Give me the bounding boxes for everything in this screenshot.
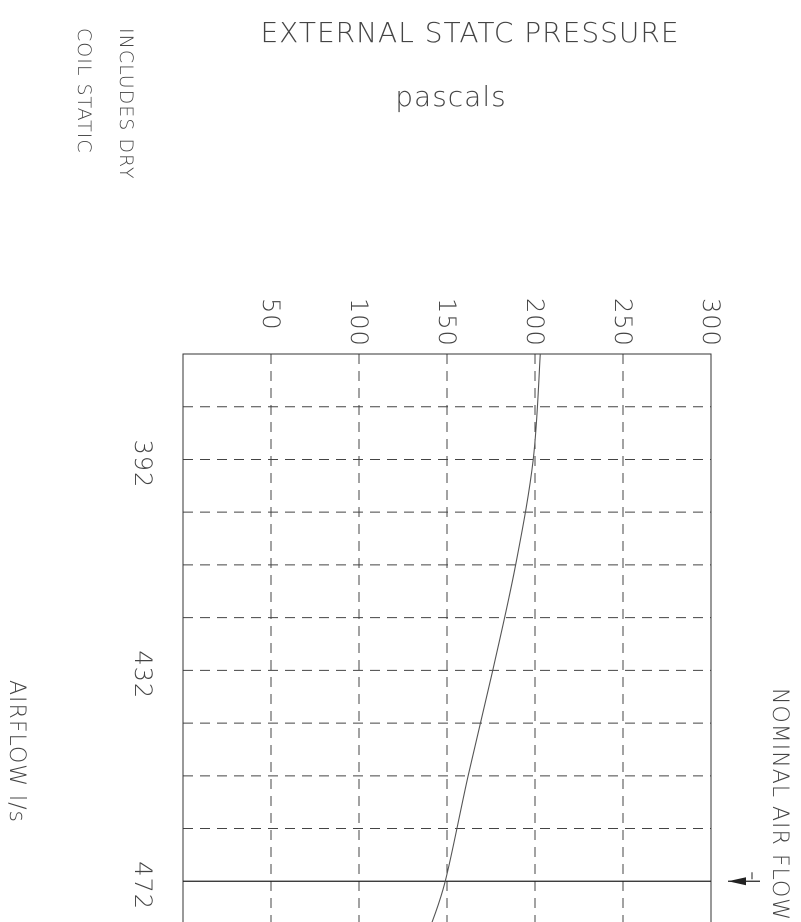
pressure-tick-label: 250 [609, 298, 637, 347]
airflow-tick-label: 432 [129, 650, 157, 699]
pressure-tick-label: 50 [257, 298, 285, 331]
pressure-tick-label: 300 [697, 298, 725, 347]
pressure-tick-labels: 50 100 150 200 250 300 [257, 298, 725, 347]
chart-subtitle: pascals [395, 80, 506, 113]
note-line-1: INCLUDES DRY [115, 28, 137, 180]
pressure-tick-label: 100 [345, 298, 373, 347]
pressure-curve [431, 353, 541, 922]
nominal-airflow-label: NOMINAL AIR FLOW [767, 688, 792, 921]
plot-frame [182, 353, 712, 922]
chart-title: EXTERNAL STATC PRESSURE [260, 16, 679, 49]
airflow-tick-labels: 392 432 472 [129, 439, 157, 910]
note-block: INCLUDES DRY COIL STATIC [73, 28, 137, 180]
pressure-tick-label: 200 [521, 298, 549, 347]
grid [183, 354, 711, 922]
airflow-tick-label: 472 [129, 861, 157, 910]
nominal-airflow-arrow [728, 872, 760, 886]
airflow-tick-label: 392 [129, 439, 157, 488]
pressure-tick-label: 150 [433, 298, 461, 347]
arrow-head [728, 877, 746, 886]
note-line-2: COIL STATIC [73, 28, 95, 154]
airflow-axis-label: AIRFLOW l/s [4, 680, 29, 823]
